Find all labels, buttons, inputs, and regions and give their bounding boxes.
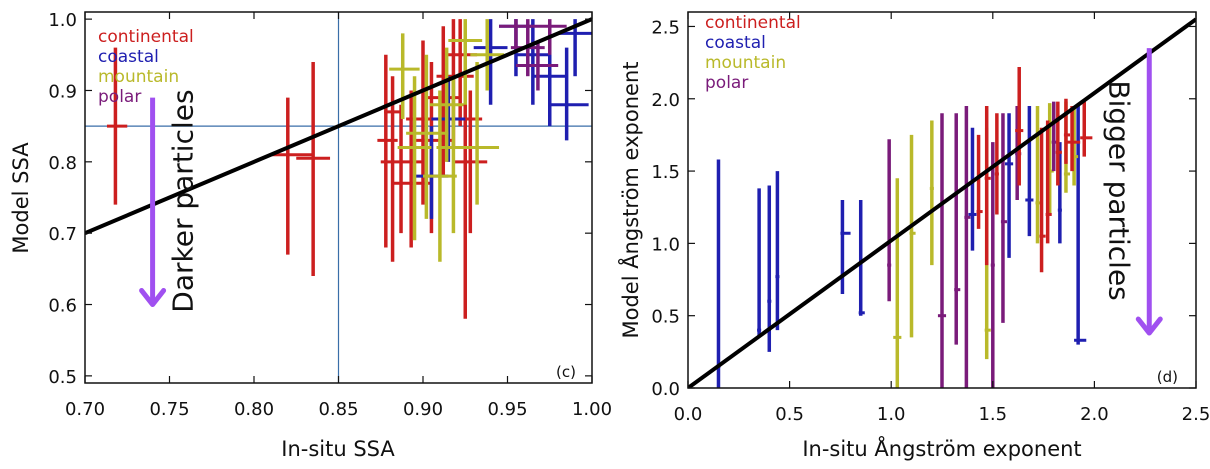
plot-frame xyxy=(687,11,1197,389)
y-tick-label: 0.9 xyxy=(48,81,77,102)
x-axis-label: In-situ SSA xyxy=(281,437,395,461)
data-point xyxy=(1045,120,1052,244)
data-point xyxy=(1055,101,1062,186)
data-point xyxy=(270,97,314,255)
data-point xyxy=(423,90,457,262)
data-point xyxy=(1080,101,1093,157)
x-tick-label: 1.00 xyxy=(572,399,612,420)
data-point xyxy=(976,134,983,229)
y-tick-label: 0.5 xyxy=(651,307,680,328)
data-point xyxy=(1057,142,1062,244)
legend-entry: polar xyxy=(705,73,748,93)
legend-entry: continental xyxy=(705,13,801,33)
panel-c-ssa: 0.70 0.75 0.80 0.85 0.90 0.95 1.00 0.5 0.6 0.7 0.8… xyxy=(9,10,612,461)
legend-entry: coastal xyxy=(705,33,766,53)
legend-entry: continental xyxy=(98,27,194,47)
data-point xyxy=(1074,106,1087,345)
data-point xyxy=(389,33,420,120)
data-point xyxy=(515,40,559,91)
y-tick-label: 0.0 xyxy=(651,379,680,400)
series-mountain xyxy=(389,19,505,262)
x-tick-label: 1.5 xyxy=(978,404,1007,425)
y-tick-label: 0.5 xyxy=(48,367,77,388)
data-point xyxy=(1025,106,1034,237)
annotation-text: Darker particles xyxy=(167,89,200,312)
data-point xyxy=(929,120,934,266)
x-tick-label: 2.0 xyxy=(1080,404,1109,425)
y-tick-label: 2.0 xyxy=(651,90,680,111)
data-point xyxy=(470,19,505,91)
plot-area xyxy=(85,12,592,383)
data-point xyxy=(767,185,772,352)
annotation-arrow-head xyxy=(1135,316,1163,336)
data-point xyxy=(840,200,851,294)
data-point xyxy=(887,139,892,302)
data-point xyxy=(1063,98,1071,164)
data-point xyxy=(990,142,995,388)
x-tick-label: 0.90 xyxy=(403,399,443,420)
y-axis-label: Model SSA xyxy=(9,142,33,254)
fit-line xyxy=(688,17,1196,388)
data-point xyxy=(757,188,762,338)
panel-d-angstrom: 0.0 0.5 1.0 1.5 2.0 2.5 0.0 0.5 1.0 1.5 2.0 2.5 In-s… xyxy=(617,11,1210,461)
series-coastal xyxy=(716,106,1087,388)
data-point xyxy=(515,19,550,105)
data-point xyxy=(968,127,977,251)
data-point xyxy=(1039,127,1046,273)
x-tick-label: 0.95 xyxy=(487,399,527,420)
legend-entry: coastal xyxy=(98,47,159,67)
y-tick-label: 0.7 xyxy=(48,224,77,245)
data-point xyxy=(858,200,865,316)
x-tick-label: 0.75 xyxy=(149,399,189,420)
series-polar xyxy=(887,101,1058,388)
y-axis-label: Model Ångström exponent xyxy=(617,62,643,339)
data-point xyxy=(937,113,947,388)
x-tick-label: 0.80 xyxy=(234,399,274,420)
x-tick-label: 0.70 xyxy=(65,399,105,420)
x-tick-label: 0.5 xyxy=(775,404,804,425)
data-point xyxy=(1000,113,1008,323)
x-tick-label: 2.5 xyxy=(1182,404,1210,425)
data-point xyxy=(460,61,500,205)
x-tick-label: 0.85 xyxy=(318,399,358,420)
data-point xyxy=(448,19,483,105)
data-point xyxy=(558,19,592,77)
panel-label: (d) xyxy=(1157,368,1178,386)
y-tick-label: 1.5 xyxy=(651,162,680,183)
data-point xyxy=(1004,113,1014,258)
y-tick-label: 0.6 xyxy=(48,296,77,317)
fit-line xyxy=(85,17,592,236)
data-point xyxy=(453,90,488,234)
data-point xyxy=(984,106,991,266)
data-point xyxy=(106,47,128,205)
annotation-text: Bigger particles xyxy=(1102,80,1135,300)
data-point xyxy=(964,106,971,388)
legend-entry: polar xyxy=(98,87,141,107)
data-point xyxy=(377,54,398,248)
x-tick-label: 1.0 xyxy=(877,404,906,425)
y-tick-label: 1.0 xyxy=(651,234,680,255)
data-point xyxy=(1015,66,1024,186)
data-point xyxy=(775,171,780,331)
y-tick-label: 1.0 xyxy=(48,10,77,31)
annotation-arrow-head xyxy=(139,288,167,308)
data-point xyxy=(909,134,916,338)
series-polar xyxy=(499,19,567,91)
data-point xyxy=(429,47,464,162)
data-point xyxy=(954,113,961,345)
data-point xyxy=(1065,106,1081,172)
x-tick-label: 0.0 xyxy=(674,404,703,425)
legend-entry: mountain xyxy=(98,67,179,87)
legend-entry: mountain xyxy=(705,53,786,73)
data-point xyxy=(296,61,331,276)
data-point xyxy=(549,47,589,141)
plot-area xyxy=(688,17,1196,388)
data-point xyxy=(716,159,721,388)
y-tick-label: 2.5 xyxy=(651,17,680,38)
x-axis-label: In-situ Ångström exponent xyxy=(802,435,1081,461)
panel-label: (c) xyxy=(556,363,576,381)
data-point xyxy=(893,178,902,388)
y-tick-label: 0.8 xyxy=(48,153,77,174)
